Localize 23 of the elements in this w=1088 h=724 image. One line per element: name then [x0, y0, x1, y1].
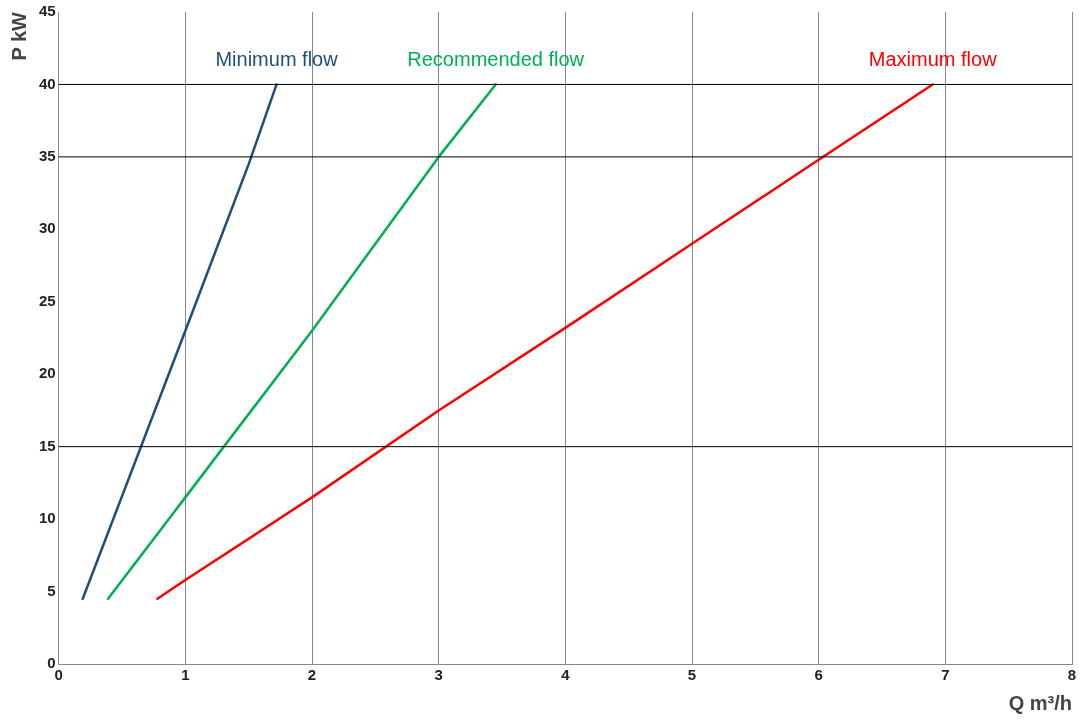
series-label: Recommended flow [407, 47, 585, 70]
x-tick-label: 8 [1067, 666, 1077, 684]
x-tick-label: 4 [561, 666, 571, 684]
y-tick-label: 20 [39, 364, 56, 382]
x-tick-label: 7 [941, 666, 950, 684]
y-tick-label: 30 [39, 219, 56, 237]
x-tick-label: 3 [434, 666, 443, 684]
y-tick-label: 0 [47, 654, 56, 672]
y-tick-label: 5 [47, 581, 56, 599]
series-label: Maximum flow [868, 47, 998, 70]
y-tick-label: 25 [39, 291, 56, 309]
y-tick-label: 40 [39, 74, 56, 92]
series-label: Minimum flow [215, 47, 339, 70]
x-tick-label: 5 [687, 666, 697, 684]
x-tick-label: 6 [814, 666, 823, 684]
x-axis-title: Q m³/h [1008, 691, 1072, 714]
y-axis-title: P kW [7, 11, 30, 61]
y-tick-label: 35 [39, 147, 56, 165]
x-tick-label: 2 [307, 666, 317, 684]
y-tick-label: 15 [39, 436, 56, 454]
x-tick-label: 1 [181, 666, 190, 684]
y-tick-label: 45 [39, 2, 56, 20]
y-tick-label: 10 [39, 509, 56, 527]
